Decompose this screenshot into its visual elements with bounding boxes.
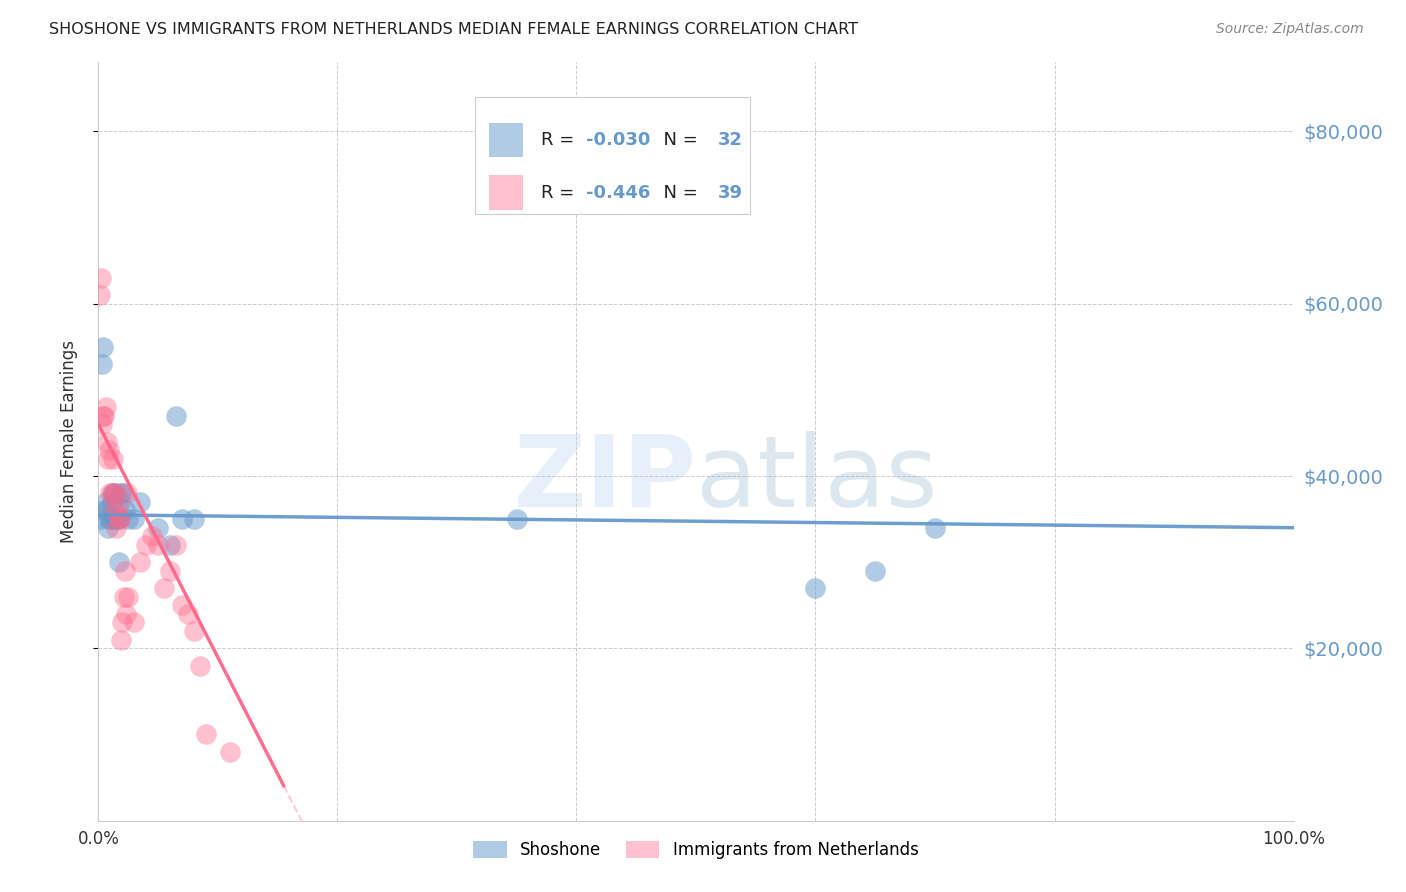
- Point: [506, 512, 529, 526]
- Point: [172, 512, 194, 526]
- Point: [107, 512, 129, 526]
- Point: [101, 451, 124, 466]
- Point: [91, 417, 114, 432]
- Legend: Shoshone, Immigrants from Netherlands: Shoshone, Immigrants from Netherlands: [467, 834, 925, 865]
- Text: SHOSHONE VS IMMIGRANTS FROM NETHERLANDS MEDIAN FEMALE EARNINGS CORRELATION CHART: SHOSHONE VS IMMIGRANTS FROM NETHERLANDS …: [49, 22, 858, 37]
- Point: [101, 486, 124, 500]
- Point: [103, 503, 125, 517]
- Point: [94, 495, 117, 509]
- Point: [107, 512, 129, 526]
- Point: [183, 624, 205, 639]
- Point: [100, 495, 122, 509]
- Point: [219, 745, 242, 759]
- Point: [117, 512, 139, 526]
- Point: [96, 434, 118, 449]
- Point: [177, 607, 200, 621]
- Point: [93, 409, 115, 423]
- Point: [111, 486, 134, 500]
- Point: [148, 538, 170, 552]
- Point: [924, 521, 946, 535]
- Point: [115, 607, 138, 621]
- FancyBboxPatch shape: [489, 176, 523, 210]
- Point: [165, 538, 187, 552]
- Point: [165, 409, 187, 423]
- Point: [148, 521, 170, 535]
- Point: [188, 658, 211, 673]
- Point: [91, 357, 114, 371]
- FancyBboxPatch shape: [475, 96, 749, 214]
- Point: [98, 512, 121, 526]
- Point: [112, 590, 135, 604]
- Point: [90, 512, 112, 526]
- Point: [108, 512, 131, 526]
- Text: N =: N =: [652, 131, 703, 149]
- Point: [159, 538, 181, 552]
- Point: [124, 512, 146, 526]
- Point: [129, 555, 152, 569]
- Point: [129, 495, 152, 509]
- Point: [804, 581, 827, 595]
- Point: [114, 564, 136, 578]
- Point: [110, 486, 132, 500]
- Point: [159, 564, 181, 578]
- Point: [100, 486, 122, 500]
- Text: ZIP: ZIP: [513, 431, 696, 528]
- Point: [110, 632, 132, 647]
- Point: [104, 512, 127, 526]
- Point: [98, 512, 122, 526]
- Point: [97, 451, 120, 466]
- Text: R =: R =: [541, 184, 579, 202]
- FancyBboxPatch shape: [489, 122, 523, 157]
- Text: atlas: atlas: [696, 431, 938, 528]
- Y-axis label: Median Female Earnings: Median Female Earnings: [59, 340, 77, 543]
- Point: [91, 340, 114, 354]
- Point: [105, 521, 128, 535]
- Text: Source: ZipAtlas.com: Source: ZipAtlas.com: [1216, 22, 1364, 37]
- Point: [103, 486, 125, 500]
- Point: [90, 270, 112, 285]
- Point: [115, 486, 138, 500]
- Point: [107, 503, 129, 517]
- Text: 32: 32: [717, 131, 742, 149]
- Text: -0.030: -0.030: [586, 131, 651, 149]
- Point: [172, 599, 194, 613]
- Point: [89, 288, 111, 302]
- Point: [104, 486, 127, 500]
- Point: [195, 727, 218, 741]
- Point: [108, 495, 131, 509]
- Point: [105, 512, 128, 526]
- Point: [97, 521, 120, 535]
- Point: [98, 486, 122, 500]
- Point: [94, 400, 117, 414]
- Text: N =: N =: [652, 184, 703, 202]
- Text: 39: 39: [717, 184, 742, 202]
- Point: [183, 512, 205, 526]
- Point: [93, 503, 115, 517]
- Point: [114, 503, 136, 517]
- Point: [91, 409, 114, 423]
- Text: R =: R =: [541, 131, 579, 149]
- Text: -0.446: -0.446: [586, 184, 651, 202]
- Point: [96, 503, 118, 517]
- Point: [124, 615, 146, 630]
- Point: [865, 564, 887, 578]
- Point: [135, 538, 157, 552]
- Point: [98, 443, 121, 458]
- Point: [117, 590, 139, 604]
- Point: [141, 529, 163, 543]
- Point: [111, 615, 134, 630]
- Point: [107, 555, 129, 569]
- Point: [153, 581, 176, 595]
